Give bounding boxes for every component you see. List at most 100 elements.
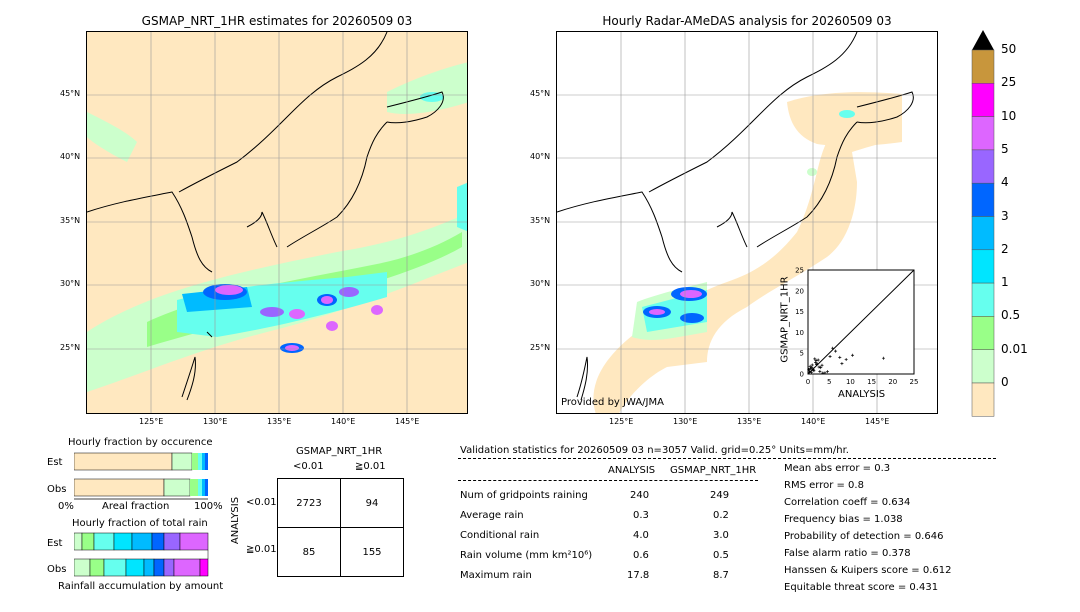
inset-xtick-label: 5 <box>827 378 831 386</box>
validation-gsmap-value: 0.5 <box>713 550 729 561</box>
contingency-cell: 85 <box>277 527 341 577</box>
inset-point <box>808 369 812 373</box>
colorbar-segment <box>971 382 995 417</box>
left-lon-label: 135°E <box>267 417 292 426</box>
contingency-title: GSMAP_NRT_1HR <box>296 446 383 457</box>
inset-point <box>809 370 813 374</box>
validation-score: Equitable threat score = 0.431 <box>784 582 939 593</box>
validation-analysis-value: 0.6 <box>633 550 649 561</box>
colorbar-label: 0.01 <box>1001 341 1028 356</box>
right-lat-label: 35°N <box>530 216 551 225</box>
right-lat-label: 30°N <box>530 279 551 288</box>
right-lat-label: 40°N <box>530 152 551 161</box>
left-rain-areas <box>87 62 467 392</box>
left-lon-label: 125°E <box>139 417 164 426</box>
validation-row-label: Num of gridpoints raining <box>460 490 588 501</box>
inset-xtick-label: 20 <box>888 378 897 386</box>
validation-analysis-value: 17.8 <box>627 570 650 581</box>
inset-ytick-label: 25 <box>795 267 804 275</box>
contingency-cell: 94 <box>340 478 404 528</box>
inset-point <box>881 356 885 360</box>
validation-score: Correlation coeff = 0.634 <box>784 497 911 508</box>
data-credit: Provided by JWA/JMA <box>561 397 664 408</box>
inset-scatter-svg: 00 5 5 10 10 15 15 20 20 25 25 <box>795 267 918 387</box>
colorbar-segment <box>971 83 995 117</box>
inset-point <box>851 353 855 357</box>
left-lon-label: 130°E <box>203 417 228 426</box>
fraction-occurrence-axis-left: 0% <box>58 501 74 512</box>
validation-divider <box>458 458 996 459</box>
colorbar-segment <box>971 149 995 184</box>
left-lon-label: 140°E <box>331 417 356 426</box>
inset-point <box>838 355 842 359</box>
fraction-total-bars <box>74 532 209 577</box>
right-lon-label: 145°E <box>865 417 890 426</box>
validation-row: Conditional rain <box>460 530 539 541</box>
colorbar-label: 5 <box>1001 141 1009 156</box>
validation-gsmap-value: 249 <box>710 490 730 501</box>
inset-xtick-label: 0 <box>806 378 810 386</box>
inset-point <box>818 370 822 374</box>
colorbar-label: 10 <box>1001 108 1017 123</box>
validation-score: False alarm ratio = 0.378 <box>784 548 911 559</box>
inset-point <box>819 366 823 370</box>
inset-scatter: 0 0 5 5 10 10 15 15 20 20 25 25 ANALYSIS GSMAP_NRT_… <box>776 262 926 402</box>
colorbar-segment <box>971 316 995 350</box>
inset-point <box>840 362 844 366</box>
inset-ytick-label: 20 <box>795 287 804 295</box>
validation-table-divider <box>458 480 758 481</box>
left-lat-label: 30°N <box>60 279 81 288</box>
contingency-row-label: ≧0.01 <box>246 544 277 555</box>
left-gridlines <box>87 32 467 413</box>
contingency-col-label: <0.01 <box>293 461 324 472</box>
contingency-col-label: ≧0.01 <box>355 461 386 472</box>
inset-point <box>826 370 830 374</box>
validation-col-analysis: ANALYSIS <box>608 465 656 476</box>
left-lat-label: 25°N <box>60 343 81 352</box>
fraction-total-title: Hourly fraction of total rain <box>72 518 208 529</box>
colorbar-segment <box>971 216 995 251</box>
right-lon-label: 130°E <box>673 417 698 426</box>
left-coastlines <box>87 32 444 401</box>
validation-row-label: Maximum rain <box>460 570 532 581</box>
inset-xlabel: ANALYSIS <box>838 389 886 400</box>
validation-gsmap-value: 8.7 <box>713 570 729 581</box>
left-lat-label: 45°N <box>60 89 81 98</box>
inset-ytick-label: 0 <box>800 371 804 379</box>
inset-xtick-label: 15 <box>867 378 876 386</box>
validation-analysis-value: 4.0 <box>633 530 649 541</box>
inset-xtick-label: 10 <box>846 378 855 386</box>
left-lon-label: 145°E <box>395 417 420 426</box>
contingency-table: 2723 94 85 155 <box>277 478 404 577</box>
inset-point <box>816 358 820 362</box>
colorbar-label: 0.5 <box>1001 308 1021 323</box>
fraction-occurrence-axis-mid: Areal fraction <box>102 501 170 512</box>
inset-xtick-label: 25 <box>910 378 919 386</box>
validation-score: Hanssen & Kuipers score = 0.612 <box>784 565 952 576</box>
colorbar-segment <box>971 182 995 217</box>
fraction-occurrence-axis-right: 100% <box>194 501 223 512</box>
inset-point <box>814 360 818 364</box>
right-lat-label: 25°N <box>530 343 551 352</box>
validation-header: Validation statistics for 20260509 03 n=… <box>460 445 849 456</box>
left-map <box>86 31 468 414</box>
validation-gsmap-value: 3.0 <box>713 530 729 541</box>
fraction-occurrence-row-obs: Obs <box>47 484 67 495</box>
inset-point <box>828 355 832 359</box>
inset-point <box>814 362 818 366</box>
inset-point <box>813 357 817 361</box>
colorbar-label: 0 <box>1001 375 1009 389</box>
fraction-total-footer: Rainfall accumulation by amount <box>58 581 224 592</box>
right-coverage <box>593 92 902 413</box>
left-map-title: GSMAP_NRT_1HR estimates for 20260509 03 <box>141 14 413 28</box>
contingency-cell: 2723 <box>277 478 341 528</box>
fraction-total-row-est: Est <box>47 538 63 549</box>
inset-ticks: 00 5 5 10 10 15 15 20 20 25 25 <box>795 267 918 387</box>
colorbar-label: 3 <box>1001 208 1009 223</box>
right-map-svg <box>557 32 937 413</box>
colorbar-segment <box>971 116 995 151</box>
left-lat-label: 40°N <box>60 152 81 161</box>
colorbar-label: 1 <box>1001 275 1009 290</box>
contingency-cell: 155 <box>340 527 404 577</box>
validation-analysis-value: 240 <box>630 490 650 501</box>
